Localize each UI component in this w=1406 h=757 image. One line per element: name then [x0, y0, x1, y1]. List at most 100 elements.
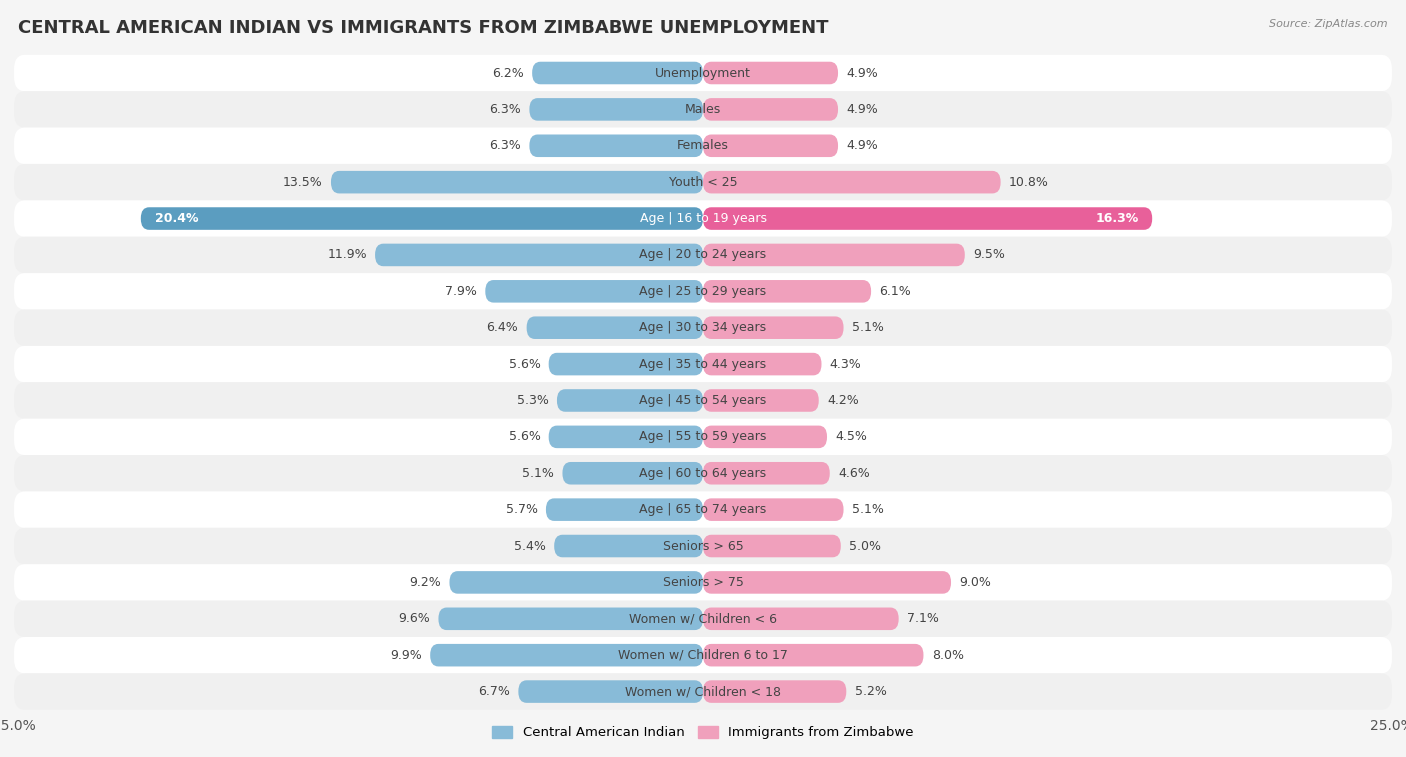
Text: 5.6%: 5.6% — [509, 357, 540, 371]
Text: 5.2%: 5.2% — [855, 685, 886, 698]
Text: Source: ZipAtlas.com: Source: ZipAtlas.com — [1270, 19, 1388, 29]
Text: 5.6%: 5.6% — [509, 431, 540, 444]
FancyBboxPatch shape — [703, 425, 827, 448]
FancyBboxPatch shape — [703, 280, 872, 303]
Text: Women w/ Children < 18: Women w/ Children < 18 — [626, 685, 780, 698]
FancyBboxPatch shape — [519, 681, 703, 702]
FancyBboxPatch shape — [485, 280, 703, 303]
Text: 7.1%: 7.1% — [907, 612, 939, 625]
Text: Age | 60 to 64 years: Age | 60 to 64 years — [640, 467, 766, 480]
FancyBboxPatch shape — [703, 207, 1152, 230]
FancyBboxPatch shape — [14, 91, 1392, 128]
Text: 6.4%: 6.4% — [486, 321, 519, 334]
Text: 5.1%: 5.1% — [852, 321, 884, 334]
Text: 5.7%: 5.7% — [506, 503, 537, 516]
FancyBboxPatch shape — [562, 462, 703, 484]
FancyBboxPatch shape — [548, 425, 703, 448]
Legend: Central American Indian, Immigrants from Zimbabwe: Central American Indian, Immigrants from… — [486, 721, 920, 744]
FancyBboxPatch shape — [14, 128, 1392, 164]
Text: Age | 16 to 19 years: Age | 16 to 19 years — [640, 212, 766, 225]
Text: 9.0%: 9.0% — [959, 576, 991, 589]
Text: 4.6%: 4.6% — [838, 467, 870, 480]
FancyBboxPatch shape — [703, 644, 924, 666]
Text: 6.3%: 6.3% — [489, 139, 522, 152]
FancyBboxPatch shape — [14, 310, 1392, 346]
FancyBboxPatch shape — [14, 346, 1392, 382]
Text: Age | 25 to 29 years: Age | 25 to 29 years — [640, 285, 766, 298]
Text: 13.5%: 13.5% — [283, 176, 323, 188]
Text: 9.2%: 9.2% — [409, 576, 441, 589]
FancyBboxPatch shape — [703, 171, 1001, 194]
Text: 16.3%: 16.3% — [1095, 212, 1139, 225]
FancyBboxPatch shape — [703, 98, 838, 120]
FancyBboxPatch shape — [439, 608, 703, 630]
FancyBboxPatch shape — [14, 528, 1392, 564]
Text: Unemployment: Unemployment — [655, 67, 751, 79]
Text: Age | 30 to 34 years: Age | 30 to 34 years — [640, 321, 766, 334]
FancyBboxPatch shape — [703, 571, 950, 593]
FancyBboxPatch shape — [375, 244, 703, 266]
Text: 6.2%: 6.2% — [492, 67, 524, 79]
Text: 6.3%: 6.3% — [489, 103, 522, 116]
FancyBboxPatch shape — [14, 273, 1392, 310]
Text: 20.4%: 20.4% — [155, 212, 198, 225]
Text: 9.5%: 9.5% — [973, 248, 1005, 261]
Text: Age | 65 to 74 years: Age | 65 to 74 years — [640, 503, 766, 516]
FancyBboxPatch shape — [14, 419, 1392, 455]
Text: 5.4%: 5.4% — [515, 540, 546, 553]
Text: 4.3%: 4.3% — [830, 357, 862, 371]
FancyBboxPatch shape — [14, 201, 1392, 237]
FancyBboxPatch shape — [703, 498, 844, 521]
Text: 4.9%: 4.9% — [846, 67, 879, 79]
FancyBboxPatch shape — [703, 62, 838, 84]
FancyBboxPatch shape — [703, 316, 844, 339]
Text: 6.7%: 6.7% — [478, 685, 510, 698]
Text: 4.9%: 4.9% — [846, 139, 879, 152]
FancyBboxPatch shape — [330, 171, 703, 194]
Text: 5.1%: 5.1% — [852, 503, 884, 516]
Text: Youth < 25: Youth < 25 — [669, 176, 737, 188]
FancyBboxPatch shape — [430, 644, 703, 666]
FancyBboxPatch shape — [554, 534, 703, 557]
Text: Seniors > 75: Seniors > 75 — [662, 576, 744, 589]
Text: Women w/ Children 6 to 17: Women w/ Children 6 to 17 — [619, 649, 787, 662]
Text: 4.9%: 4.9% — [846, 103, 879, 116]
FancyBboxPatch shape — [14, 491, 1392, 528]
Text: Seniors > 65: Seniors > 65 — [662, 540, 744, 553]
FancyBboxPatch shape — [141, 207, 703, 230]
FancyBboxPatch shape — [14, 164, 1392, 201]
Text: Males: Males — [685, 103, 721, 116]
Text: 8.0%: 8.0% — [932, 649, 963, 662]
FancyBboxPatch shape — [703, 462, 830, 484]
Text: Age | 55 to 59 years: Age | 55 to 59 years — [640, 431, 766, 444]
FancyBboxPatch shape — [530, 135, 703, 157]
FancyBboxPatch shape — [703, 534, 841, 557]
FancyBboxPatch shape — [703, 681, 846, 702]
FancyBboxPatch shape — [14, 382, 1392, 419]
FancyBboxPatch shape — [14, 674, 1392, 710]
Text: Females: Females — [678, 139, 728, 152]
Text: 4.2%: 4.2% — [827, 394, 859, 407]
Text: Women w/ Children < 6: Women w/ Children < 6 — [628, 612, 778, 625]
FancyBboxPatch shape — [546, 498, 703, 521]
FancyBboxPatch shape — [14, 455, 1392, 491]
FancyBboxPatch shape — [14, 564, 1392, 600]
Text: Age | 35 to 44 years: Age | 35 to 44 years — [640, 357, 766, 371]
FancyBboxPatch shape — [14, 600, 1392, 637]
Text: Age | 20 to 24 years: Age | 20 to 24 years — [640, 248, 766, 261]
FancyBboxPatch shape — [703, 608, 898, 630]
Text: 9.9%: 9.9% — [389, 649, 422, 662]
FancyBboxPatch shape — [450, 571, 703, 593]
FancyBboxPatch shape — [14, 55, 1392, 91]
Text: 5.1%: 5.1% — [522, 467, 554, 480]
Text: 7.9%: 7.9% — [446, 285, 477, 298]
Text: Age | 45 to 54 years: Age | 45 to 54 years — [640, 394, 766, 407]
FancyBboxPatch shape — [531, 62, 703, 84]
Text: 4.5%: 4.5% — [835, 431, 868, 444]
FancyBboxPatch shape — [703, 389, 818, 412]
FancyBboxPatch shape — [557, 389, 703, 412]
FancyBboxPatch shape — [703, 353, 821, 375]
FancyBboxPatch shape — [14, 637, 1392, 674]
Text: CENTRAL AMERICAN INDIAN VS IMMIGRANTS FROM ZIMBABWE UNEMPLOYMENT: CENTRAL AMERICAN INDIAN VS IMMIGRANTS FR… — [18, 19, 828, 37]
Text: 5.3%: 5.3% — [517, 394, 548, 407]
